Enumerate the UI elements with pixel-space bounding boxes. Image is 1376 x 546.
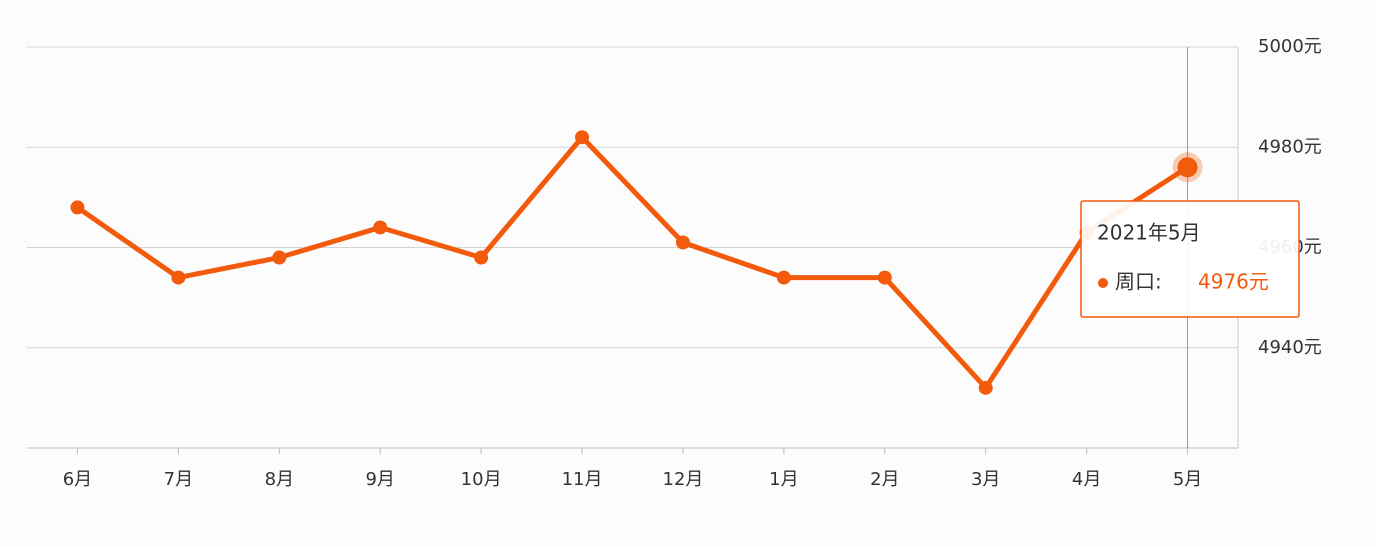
x-tick-label: 12月 bbox=[663, 469, 704, 490]
point bbox=[877, 270, 892, 285]
x-tick-label: 7月 bbox=[164, 469, 193, 490]
x-tick-label: 9月 bbox=[365, 469, 394, 490]
line bbox=[76, 134, 1189, 391]
x-tick-label: 3月 bbox=[971, 469, 1000, 490]
point bbox=[171, 270, 186, 285]
point bbox=[575, 130, 590, 145]
tooltip-title: 2021年5月 bbox=[1097, 221, 1201, 245]
x-tick-label: 1月 bbox=[769, 469, 798, 490]
point bbox=[70, 200, 85, 215]
x-tick-label: 6月 bbox=[63, 469, 92, 490]
tooltip-label: 周口: bbox=[1115, 270, 1162, 294]
x-tick-label: 10月 bbox=[461, 469, 502, 490]
y-tick-label: 4940元 bbox=[1258, 337, 1322, 358]
y-tick-label: 4980元 bbox=[1258, 136, 1322, 157]
y-tick-label: 5000元 bbox=[1258, 36, 1322, 57]
point bbox=[978, 380, 993, 395]
x-tick-label: 5月 bbox=[1173, 469, 1202, 490]
point bbox=[272, 250, 287, 265]
point bbox=[675, 235, 690, 250]
point bbox=[1177, 157, 1198, 178]
x-tick-label: 8月 bbox=[265, 469, 294, 490]
point bbox=[373, 220, 388, 235]
tooltip-box bbox=[1080, 200, 1300, 318]
x-tick-label: 4月 bbox=[1072, 469, 1101, 490]
x-tick-label: 11月 bbox=[562, 469, 603, 490]
point bbox=[776, 270, 791, 285]
tooltip-value: 4976元 bbox=[1198, 270, 1269, 294]
tooltip-dot bbox=[1098, 278, 1108, 288]
point bbox=[474, 250, 489, 265]
x-tick-label: 2月 bbox=[870, 469, 899, 490]
